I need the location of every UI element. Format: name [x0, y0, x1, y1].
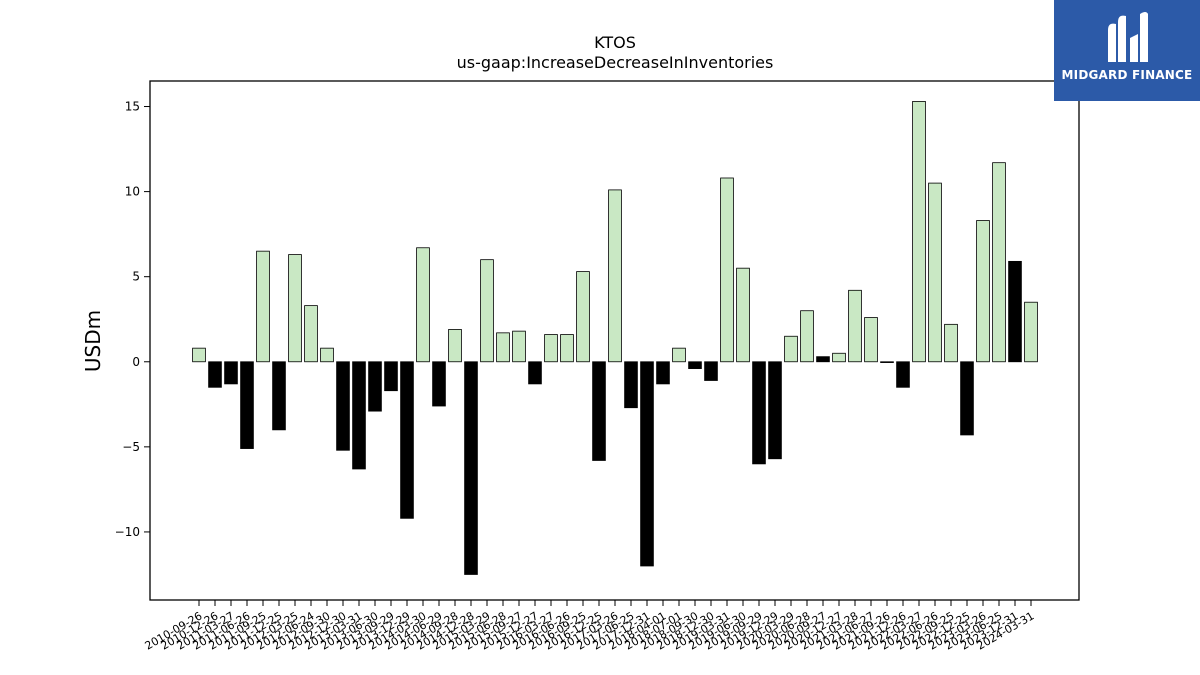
bar-2012-12-30 — [336, 361, 350, 451]
bar-2020-06-28 — [800, 310, 814, 363]
bar-2016-06-26 — [560, 334, 574, 363]
bar-2014-06-29 — [432, 361, 446, 407]
bar-2013-03-31 — [352, 361, 366, 470]
bar-2020-12-27 — [832, 352, 846, 363]
brand-name: MIDGARD FINANCE — [1061, 68, 1193, 82]
chart-title: KTOS — [594, 33, 636, 52]
bar-2015-06-28 — [496, 332, 510, 363]
bar-2022-09-25 — [944, 323, 958, 363]
bar-2018-07-01 — [672, 347, 686, 363]
y-tick-label: 5 — [132, 270, 140, 284]
midgard-logo-icon — [1108, 12, 1148, 63]
bar-2022-06-26 — [928, 182, 942, 363]
bar-2016-12-25 — [592, 361, 606, 461]
bar-2021-03-28 — [848, 289, 862, 363]
bar-2014-09-28 — [448, 329, 462, 363]
bar-2023-12-31 — [1008, 260, 1022, 363]
bar-2013-09-29 — [384, 361, 398, 392]
bar-2017-06-25 — [624, 361, 638, 409]
y-tick-label: −5 — [122, 440, 140, 454]
bar-2015-12-27 — [528, 361, 542, 385]
bar-2013-12-29 — [400, 361, 414, 519]
bar-2019-03-31 — [720, 177, 734, 363]
y-tick-label: −10 — [115, 525, 140, 539]
bar-2021-12-26 — [896, 361, 910, 388]
bar-2021-06-27 — [864, 317, 878, 363]
bar-2019-06-30 — [736, 267, 750, 363]
bar-2016-03-27 — [544, 334, 558, 363]
bar-2019-09-29 — [752, 361, 766, 465]
y-tick-label: 10 — [125, 185, 140, 199]
bar-2023-06-25 — [992, 162, 1006, 363]
bar-2024-03-31 — [1024, 301, 1038, 363]
x-axis-ticks: 2010-09-262010-12-262011-03-272011-06-26… — [143, 600, 1037, 653]
y-axis-label: USDm — [81, 310, 105, 372]
bar-2022-12-25 — [960, 361, 974, 436]
bar-2023-03-26 — [976, 220, 990, 363]
bar-2010-12-26 — [208, 361, 222, 388]
bar-2011-03-27 — [224, 361, 238, 385]
y-tick-label: 15 — [125, 100, 140, 114]
bar-2012-06-24 — [304, 305, 318, 363]
bar-2017-03-26 — [608, 189, 622, 363]
bar-2011-06-26 — [240, 361, 254, 449]
bar-2012-03-25 — [288, 254, 302, 363]
bar-2013-06-30 — [368, 361, 382, 412]
bar-2022-03-27 — [912, 101, 926, 363]
brand-logo: MIDGARD FINANCE — [1054, 0, 1200, 101]
bar-2019-12-29 — [768, 361, 782, 460]
bars-group — [192, 101, 1038, 575]
y-axis-ticks: −10 −5 0 5 10 15 — [115, 100, 150, 539]
bar-2021-09-26 — [880, 361, 894, 363]
bar-2012-09-30 — [320, 347, 334, 363]
bar-2014-12-28 — [464, 361, 478, 575]
plot-frame — [149, 80, 1080, 601]
bar-2017-12-31 — [640, 361, 654, 567]
bar-2015-09-27 — [512, 330, 526, 363]
bar-2020-03-29 — [784, 335, 798, 363]
chart-subtitle: us-gaap:IncreaseDecreaseInInventories — [457, 53, 774, 72]
bar-2016-09-25 — [576, 271, 590, 363]
y-tick-label: 0 — [132, 355, 140, 369]
bar-2010-09-26 — [192, 347, 206, 363]
bar-2015-03-29 — [480, 259, 494, 363]
bar-2018-04-01 — [656, 361, 670, 385]
bar-2018-12-30 — [704, 361, 718, 381]
bar-2011-12-25 — [272, 361, 286, 431]
bar-2018-09-30 — [688, 361, 702, 369]
bar-2014-03-30 — [416, 247, 430, 363]
bar-2011-09-25 — [256, 250, 270, 363]
bar-2020-09-27 — [816, 356, 830, 363]
